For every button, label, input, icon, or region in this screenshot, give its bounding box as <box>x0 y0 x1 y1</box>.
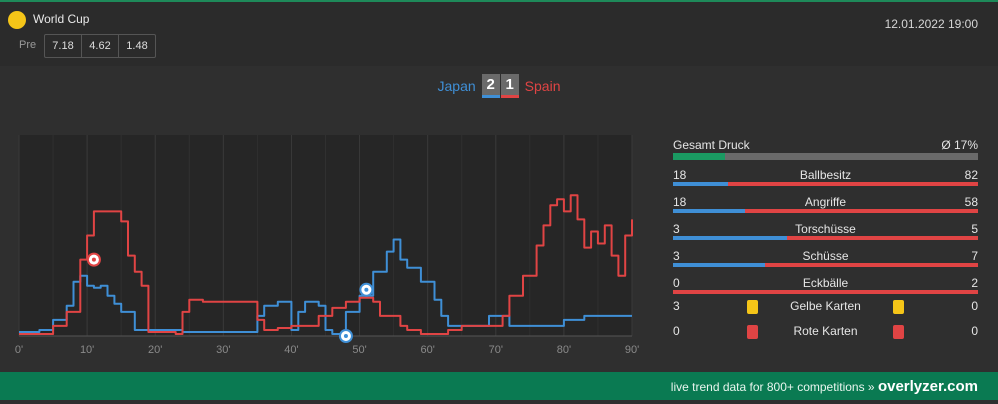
x-tick-label: 60' <box>420 344 434 356</box>
card-away-value: 0 <box>971 324 978 338</box>
card-row: 0 Rote Karten 0 <box>673 324 978 349</box>
stat-home-value: 18 <box>673 168 687 182</box>
red-card-icon <box>893 325 904 339</box>
yellow-card-icon <box>747 300 758 314</box>
card-row: 3 Gelbe Karten 0 <box>673 299 978 324</box>
stat-home-value: 3 <box>673 249 680 263</box>
card-home-value: 0 <box>673 324 680 338</box>
yellow-card-icon <box>893 300 904 314</box>
x-tick-label: 70' <box>489 344 503 356</box>
stat-name: Schüsse <box>802 249 849 263</box>
stat-row: 18 Angriffe 58 <box>673 191 978 218</box>
stat-bar-away <box>673 290 978 294</box>
card-name: Gelbe Karten <box>790 299 861 313</box>
home-team-name[interactable]: Japan <box>437 78 476 94</box>
competition-name[interactable]: World Cup <box>33 12 90 26</box>
stat-bar-away <box>787 236 978 240</box>
stat-away-value: 5 <box>971 222 978 236</box>
stat-away-value: 7 <box>971 249 978 263</box>
stat-bar-home <box>673 182 728 186</box>
odds-group: 7.18 4.62 1.48 <box>44 34 156 58</box>
pressure-row: Gesamt Druck Ø 17% <box>673 138 978 164</box>
odd-draw[interactable]: 4.62 <box>82 35 119 57</box>
stat-away-value: 82 <box>964 168 978 182</box>
stat-bar-away <box>727 182 978 186</box>
stat-bar <box>673 209 978 213</box>
stat-bar-home <box>673 236 788 240</box>
match-datetime: 12.01.2022 19:00 <box>884 17 978 31</box>
x-tick-label: 0' <box>15 344 23 356</box>
stat-away-value: 58 <box>964 195 978 209</box>
stat-bar <box>673 182 978 186</box>
stat-name: Eckbälle <box>802 276 849 290</box>
stat-bar-home <box>673 209 746 213</box>
goal-ball-center <box>91 257 96 262</box>
goal-ball-icon[interactable] <box>359 282 374 297</box>
stat-bar <box>673 290 978 294</box>
match-header: World Cup Pre 7.18 4.62 1.48 12.01.2022 … <box>0 2 998 66</box>
stat-away-value: 2 <box>971 276 978 290</box>
odd-away[interactable]: 1.48 <box>126 40 148 52</box>
pre-label: Pre <box>19 39 37 51</box>
stat-home-value: 18 <box>673 195 687 209</box>
footer-text: live trend data for 800+ competitions » <box>670 380 875 394</box>
trophy-icon <box>8 11 26 29</box>
stats-panel: Gesamt Druck Ø 17% 18 Ballbesitz 82 18 Angri… <box>673 138 978 349</box>
stat-bar-home <box>673 263 765 267</box>
stat-home-value: 3 <box>673 222 680 236</box>
x-tick-label: 90' <box>625 344 639 356</box>
footer-brand[interactable]: overlyzer.com <box>877 378 978 395</box>
goal-ball-center <box>343 334 348 338</box>
away-team-name[interactable]: Spain <box>524 78 561 94</box>
stat-name: Ballbesitz <box>799 168 852 182</box>
stat-bar <box>673 263 978 267</box>
stat-row: 3 Torschüsse 5 <box>673 218 978 245</box>
away-score: 1 <box>500 74 519 98</box>
red-card-icon <box>747 325 758 339</box>
pressure-bar <box>673 153 978 160</box>
stat-row: 18 Ballbesitz 82 <box>673 164 978 191</box>
card-home-value: 3 <box>673 299 680 313</box>
series-line-spain <box>19 194 633 335</box>
stat-row: 3 Schüsse 7 <box>673 245 978 272</box>
series-line-japan <box>19 238 632 335</box>
trend-chart: 0' 10' 20' 30' 40' 50' 60' 70' 80' 90' <box>15 135 639 356</box>
stat-name: Torschüsse <box>795 222 856 236</box>
card-away-value: 0 <box>971 299 978 313</box>
pressure-bar-fill <box>673 153 725 160</box>
goal-ball-icon[interactable] <box>86 252 101 267</box>
stat-row: 0 Eckbälle 2 <box>673 272 978 299</box>
bottom-strip <box>0 400 998 404</box>
stat-home-value: 0 <box>673 276 680 290</box>
scoreboard: Japan 2 1 Spain <box>0 74 998 100</box>
footer-banner[interactable]: live trend data for 800+ competitions » … <box>0 372 998 400</box>
stat-bar <box>673 236 978 240</box>
card-name: Rote Karten <box>793 324 858 338</box>
stat-name: Angriffe <box>804 195 847 209</box>
x-tick-label: 40' <box>284 344 298 356</box>
stat-bar-away <box>764 263 978 267</box>
odd-home[interactable]: 7.18 <box>45 35 82 57</box>
pressure-value: Ø 17% <box>941 138 978 152</box>
home-score: 2 <box>481 74 500 98</box>
x-tick-label: 30' <box>216 344 230 356</box>
x-tick-label: 10' <box>80 344 94 356</box>
x-tick-label: 20' <box>148 344 162 356</box>
x-tick-label: 80' <box>557 344 571 356</box>
pressure-label: Gesamt Druck <box>673 138 750 152</box>
top-accent-line <box>0 0 998 2</box>
x-tick-label: 50' <box>352 344 366 356</box>
goal-ball-icon[interactable] <box>338 329 353 343</box>
goal-ball-center <box>364 287 369 292</box>
stat-bar-away <box>745 209 978 213</box>
